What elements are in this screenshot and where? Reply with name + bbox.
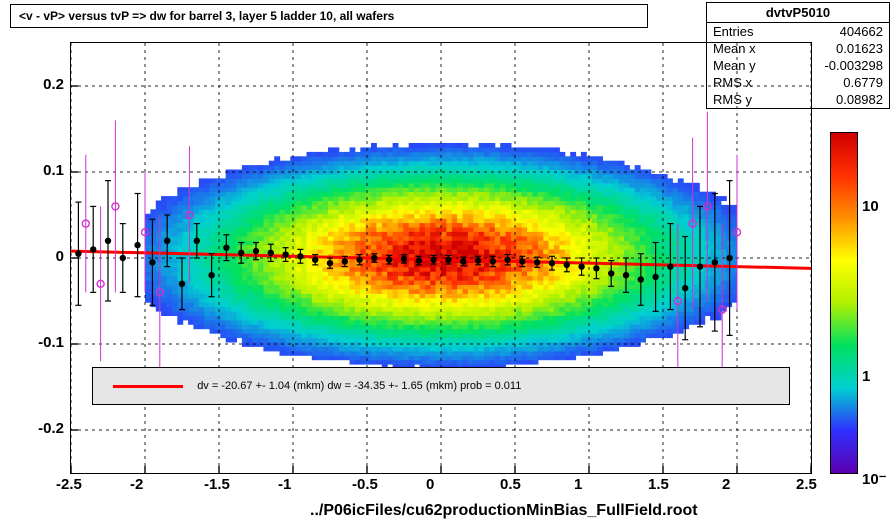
stats-meany-value: -0.003298 bbox=[824, 58, 883, 73]
fit-result-box: dv = -20.67 +- 1.04 (mkm) dw = -34.35 +-… bbox=[92, 367, 790, 405]
colorbar-tick-label: 10⁻ bbox=[862, 470, 887, 488]
fit-result-text: dv = -20.67 +- 1.04 (mkm) dw = -34.35 +-… bbox=[197, 380, 521, 392]
y-tick-label: -0.2 bbox=[38, 420, 64, 437]
stats-meanx-value: 0.01623 bbox=[836, 41, 883, 56]
x-tick-label: -2 bbox=[130, 476, 143, 493]
stats-rmsx-value: 0.6779 bbox=[843, 75, 883, 90]
colorbar-tick-label: 1 bbox=[862, 368, 870, 385]
y-tick-label: -0.1 bbox=[38, 334, 64, 351]
x-tick-label: 2.5 bbox=[796, 476, 817, 493]
x-tick-label: -2.5 bbox=[56, 476, 82, 493]
stats-rmsy-value: 0.08982 bbox=[836, 92, 883, 107]
x-tick-label: -1 bbox=[278, 476, 291, 493]
x-tick-label: 1 bbox=[574, 476, 582, 493]
x-tick-label: -0.5 bbox=[352, 476, 378, 493]
y-tick-label: 0.2 bbox=[43, 76, 64, 93]
y-tick-label: 0 bbox=[56, 248, 64, 265]
stats-name: dvtvP5010 bbox=[707, 3, 889, 23]
fit-line-icon bbox=[113, 385, 183, 388]
x-tick-label: 2 bbox=[722, 476, 730, 493]
stats-row-entries: Entries 404662 bbox=[707, 23, 889, 40]
stats-entries-value: 404662 bbox=[840, 24, 883, 39]
x-tick-label: 0 bbox=[426, 476, 434, 493]
stats-entries-label: Entries bbox=[713, 24, 753, 39]
plot-title: <v - vP> versus tvP => dw for barrel 3, … bbox=[10, 4, 648, 28]
x-tick-label: 1.5 bbox=[648, 476, 669, 493]
file-path: ../P06icFiles/cu62productionMinBias_Full… bbox=[310, 502, 698, 520]
x-tick-label: 0.5 bbox=[500, 476, 521, 493]
plot-area bbox=[70, 42, 812, 474]
x-tick-label: -1.5 bbox=[204, 476, 230, 493]
colorbar bbox=[830, 132, 858, 474]
y-tick-label: 0.1 bbox=[43, 162, 64, 179]
colorbar-tick-label: 10 bbox=[862, 198, 879, 215]
